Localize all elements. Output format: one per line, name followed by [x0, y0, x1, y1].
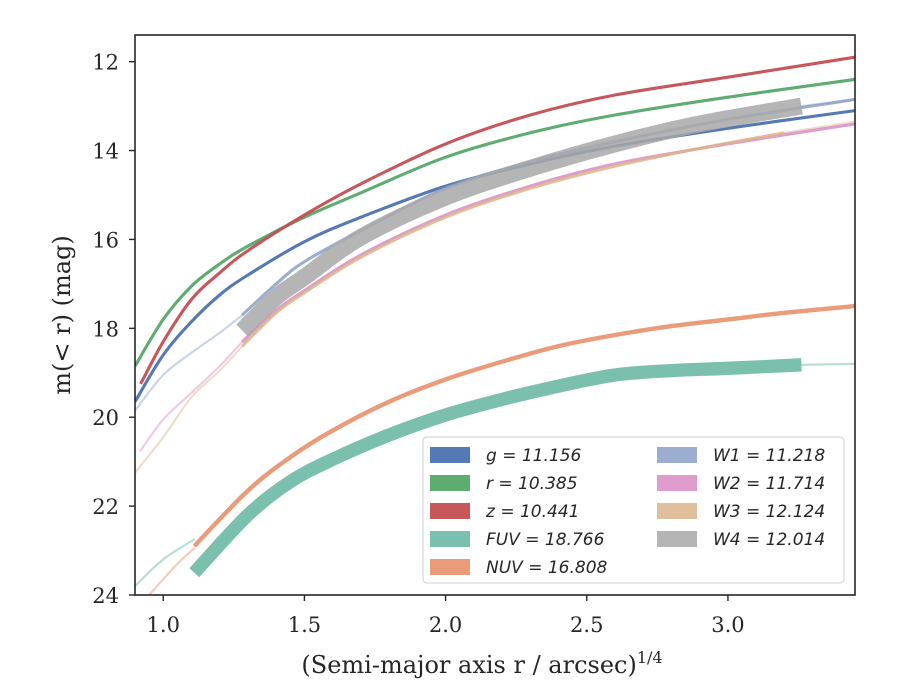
series-line-w4: [236, 97, 803, 337]
y-tick-label: 20: [92, 406, 119, 430]
legend-label-w3: W3 = 12.124: [713, 502, 825, 522]
legend-label-z: z = 10.441: [485, 502, 579, 522]
extension-w3: [135, 345, 244, 474]
legend-swatch-nuv: [430, 559, 470, 575]
y-axis: 12 14 16 18 20 22 24: [92, 51, 135, 608]
legend-swatch-fuv: [430, 531, 470, 547]
series-line-fuv: [189, 358, 802, 578]
legend-swatch-r: [430, 475, 470, 491]
x-tick-label: 3.0: [711, 613, 744, 637]
x-tick-label: 1.0: [147, 613, 180, 637]
legend-label-g: g = 11.156: [486, 446, 582, 466]
y-tick-label: 12: [92, 51, 119, 75]
x-tick-label: 2.5: [570, 613, 603, 637]
legend-frame: [422, 436, 845, 584]
y-tick-label: 18: [92, 317, 119, 341]
x-axis-label-text: (Semi-major axis r / arcsec): [301, 651, 636, 679]
legend-swatch-w2: [657, 475, 697, 491]
extension-w3: [783, 120, 855, 134]
x-axis-label: (Semi-major axis r / arcsec)1/4: [301, 648, 662, 679]
series-line-w3: [241, 131, 785, 348]
legend-label-r: r = 10.385: [486, 474, 578, 494]
extension-w1: [135, 313, 244, 412]
y-tick-label: 14: [92, 140, 119, 164]
legend-label-w1: W1 = 11.218: [713, 446, 825, 466]
x-axis-label-exponent: 1/4: [637, 648, 663, 667]
legend-label-w2: W2 = 11.714: [713, 474, 825, 494]
y-axis-label: m(< r) (mag): [48, 235, 76, 394]
legend: g = 11.156 r = 10.385 z = 10.441 FUV = 18.7…: [422, 436, 845, 584]
plot-frame: [134, 34, 856, 596]
y-tick-label: 22: [92, 495, 119, 519]
x-axis: 1.0 1.5 2.0 2.5 3.0: [147, 595, 745, 637]
legend-label-nuv: NUV = 16.808: [486, 558, 608, 578]
series-line-nuv: [192, 303, 855, 548]
legend-swatch-w4: [657, 531, 697, 547]
legend-swatch-g: [430, 447, 470, 463]
x-tick-label: 2.0: [429, 613, 462, 637]
extension-w2: [139, 340, 244, 452]
y-tick-label: 16: [92, 228, 119, 252]
extension-fuv: [800, 362, 855, 366]
legend-label-fuv: FUV = 18.766: [486, 530, 605, 550]
legend-swatch-z: [430, 503, 470, 519]
x-tick-label: 1.5: [288, 613, 321, 637]
series-line-z: [139, 55, 855, 385]
legend-swatch-w3: [657, 503, 697, 519]
extension-nuv: [148, 547, 196, 595]
series-layer: [135, 55, 855, 578]
extension-fuv: [135, 538, 196, 588]
series-line-r: [135, 77, 855, 367]
y-tick-label: 24: [92, 584, 119, 608]
legend-swatch-w1: [657, 447, 697, 463]
legend-label-w4: W4 = 12.014: [713, 530, 825, 550]
